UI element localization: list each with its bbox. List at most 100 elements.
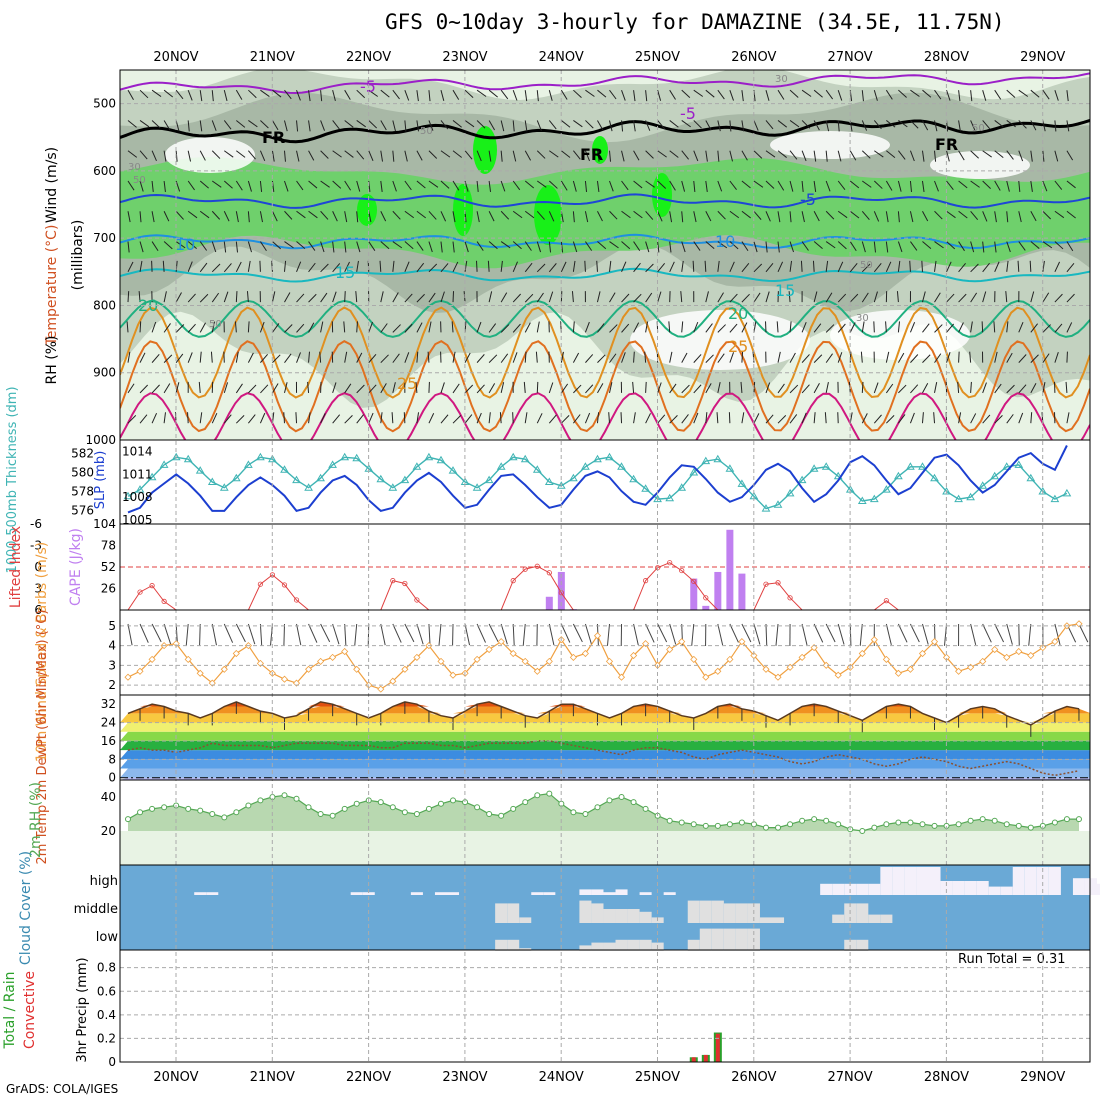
- rh2m-point: [919, 821, 926, 828]
- barb-upper: [127, 291, 130, 303]
- barb-upper: [560, 383, 569, 394]
- barb-upper: [368, 150, 374, 162]
- barb-upper: [223, 90, 228, 101]
- barb-upper: [344, 261, 350, 273]
- barb-upper: [1029, 260, 1032, 272]
- barb-upper: [296, 323, 305, 333]
- rh2m-point: [823, 817, 830, 824]
- precip-tick-label: 0.2: [97, 1031, 116, 1045]
- rh2m-point: [377, 799, 384, 806]
- barb-upper: [693, 150, 699, 162]
- barb-upper: [1030, 241, 1040, 249]
- barb-upper: [247, 352, 254, 363]
- barb-10m: [813, 623, 824, 643]
- cloud-bar-high: [892, 867, 905, 895]
- barb-upper: [849, 262, 858, 273]
- barb-upper: [356, 120, 366, 128]
- barb-upper: [440, 263, 449, 273]
- barb-upper: [621, 293, 630, 303]
- barb-upper: [958, 322, 964, 333]
- barb-upper: [921, 180, 925, 192]
- wind-speed-point: [870, 636, 878, 644]
- cloud-bar-high: [531, 892, 544, 895]
- barb-upper: [488, 383, 496, 394]
- barb-upper: [211, 412, 218, 424]
- barb-upper: [500, 241, 511, 249]
- barb-upper: [163, 89, 174, 98]
- thickness-point: [954, 494, 963, 503]
- barb-upper: [573, 384, 582, 394]
- barb-upper: [1006, 414, 1014, 424]
- barb-upper: [608, 412, 610, 424]
- barb-upper: [597, 323, 605, 333]
- cloud-bar-high: [832, 883, 845, 895]
- barb-upper: [236, 120, 246, 128]
- barb-upper: [1054, 210, 1065, 219]
- cloud-bar-high: [615, 889, 628, 895]
- barb-upper: [416, 351, 419, 363]
- barb-10m: [982, 623, 992, 643]
- cape-bar: [690, 578, 698, 610]
- barb-upper: [139, 120, 150, 128]
- rh2m-point: [486, 811, 493, 817]
- barb-upper: [332, 382, 337, 394]
- barb-upper: [825, 382, 829, 394]
- barb-upper: [897, 260, 901, 272]
- rh2m-point: [546, 790, 553, 797]
- barb-upper: [885, 383, 894, 394]
- barb-upper: [343, 321, 346, 333]
- barb-upper: [211, 263, 221, 273]
- barb-upper: [777, 180, 785, 191]
- barb-upper: [994, 211, 997, 223]
- barb-upper: [536, 413, 543, 424]
- rh2m-point: [811, 816, 818, 823]
- barb-upper: [1066, 210, 1076, 219]
- barb-10m: [775, 623, 779, 646]
- barb-upper: [440, 291, 445, 303]
- barb-upper: [753, 263, 763, 273]
- rh-dry-1: [770, 131, 890, 159]
- barb-10m: [606, 623, 610, 646]
- rh2m-point: [859, 828, 866, 834]
- barb-upper: [392, 210, 401, 220]
- thickness-point: [605, 452, 614, 461]
- isotherm-label: FR: [580, 145, 603, 164]
- grid: [120, 70, 1090, 1062]
- barb-upper: [320, 210, 329, 220]
- barb-upper: [765, 291, 770, 303]
- barb-upper: [704, 260, 707, 272]
- barb-upper: [837, 241, 847, 250]
- barb-upper: [801, 180, 804, 192]
- barb-upper: [175, 89, 184, 100]
- lifted-index-point: [402, 580, 408, 587]
- rh2m-point: [883, 821, 890, 828]
- wind-speed-point: [377, 685, 385, 693]
- barb-upper: [235, 351, 239, 363]
- barb-upper: [452, 241, 455, 253]
- barb-upper: [849, 293, 859, 303]
- cloud-bar-high: [1024, 867, 1037, 895]
- thickness-point: [508, 452, 518, 461]
- barb-upper: [1030, 354, 1039, 363]
- barb-upper: [585, 354, 594, 363]
- barb-upper: [308, 210, 318, 219]
- barb-upper: [356, 211, 359, 223]
- wind-speed-point: [834, 671, 842, 679]
- barb-upper: [597, 383, 604, 394]
- rh2m-point: [666, 817, 673, 824]
- barb-10m: [512, 623, 515, 646]
- wind-speed-point: [774, 673, 782, 681]
- barb-upper: [657, 180, 667, 189]
- barb-upper: [970, 90, 973, 102]
- lifted-index-tick-label: 3: [34, 582, 42, 596]
- barb-upper: [296, 241, 306, 250]
- barb-10m: [428, 623, 431, 646]
- barb-upper: [897, 241, 903, 253]
- barb-upper: [199, 241, 208, 251]
- cape-tick-label: 52: [101, 560, 116, 574]
- barb-upper: [1018, 241, 1026, 251]
- rh2m-point: [787, 821, 794, 828]
- barb-upper: [210, 351, 213, 363]
- barb-upper: [392, 382, 396, 394]
- barb-upper: [151, 321, 157, 333]
